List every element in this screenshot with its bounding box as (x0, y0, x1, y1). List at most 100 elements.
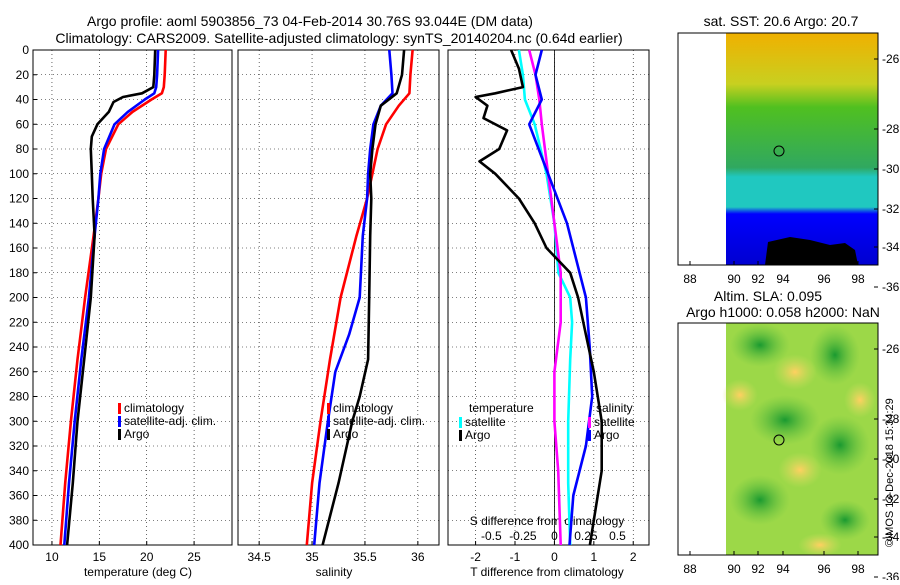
y-tick-label: 40 (16, 93, 30, 107)
s-tick-label: -0.5 (481, 529, 502, 543)
x-tick-label: 0 (551, 550, 558, 564)
y-tick-label: 200 (9, 291, 29, 305)
y-tick-label: 160 (9, 241, 29, 255)
sla-map-frame (677, 322, 879, 556)
sst-map-x-tick-label: 98 (851, 272, 865, 286)
satellite-clim-line (312, 49, 394, 546)
sla-yellow (844, 382, 876, 418)
sla-map-x-tick-label: 94 (776, 562, 790, 576)
S-satellite-diff-line (527, 49, 563, 546)
chart-marks: 10 15 20 2502040608010012014016018020022024… (9, 43, 900, 584)
T-satellite-diff-line (517, 49, 574, 546)
sla-yellow (722, 379, 758, 411)
temp-legend-swatch (118, 403, 121, 414)
sst-map-x-tick-label: 90 (727, 272, 741, 286)
x-tick-label: -2 (470, 550, 481, 564)
diff-legend-header-s: salinity (596, 401, 633, 415)
y-tick-label: 80 (16, 142, 30, 156)
sst-map-x-tick-label: 88 (683, 272, 697, 286)
argo-line (65, 49, 157, 546)
sst-map-black-patch (765, 237, 858, 265)
x-tick-label: 15 (93, 550, 107, 564)
sla-map-title-1: Altim. SLA: 0.095 (714, 288, 822, 304)
sst-argo-marker (773, 145, 785, 157)
y-tick-label: 220 (9, 315, 29, 329)
diff-legend-s-swatch (588, 430, 591, 441)
sla-map-y-tick-label: -34 (882, 530, 900, 544)
x-tick-label: 35 (305, 550, 319, 564)
temp-legend-label: Argo (124, 427, 150, 441)
sal-legend-label: climatology (333, 401, 393, 415)
sla-map-y-tick-label: -26 (882, 342, 900, 356)
salinity-xlabel: salinity (316, 565, 353, 579)
x-tick-label: 2 (630, 550, 637, 564)
x-tick-label: -1 (510, 550, 521, 564)
sla-map-x-tick-label: 92 (751, 562, 765, 576)
sla-argo-marker (773, 434, 785, 446)
y-tick-label: 300 (9, 414, 29, 428)
x-tick-label: 10 (45, 550, 59, 564)
sst-map-x-tick-label: 96 (817, 272, 831, 286)
x-tick-label: 1 (590, 550, 597, 564)
sla-blob (820, 500, 870, 540)
y-tick-label: 260 (9, 365, 29, 379)
diff-legend-t-label: satellite (465, 415, 506, 429)
diff-legend-s-label: Argo (594, 428, 620, 442)
y-tick-label: 240 (9, 340, 29, 354)
y-tick-label: 400 (9, 538, 29, 552)
y-tick-label: 60 (16, 117, 30, 131)
sst-map-y-tick-label: -26 (882, 52, 900, 66)
y-tick-label: 340 (9, 464, 29, 478)
y-tick-label: 140 (9, 216, 29, 230)
y-tick-label: 380 (9, 513, 29, 527)
sst-map-y-tick-label: -30 (882, 162, 900, 176)
sla-blob (810, 415, 870, 475)
temp-legend-label: satellite-adj. clim. (124, 414, 216, 428)
sst-map-title: sat. SST: 20.6 Argo: 20.7 (704, 13, 859, 29)
sla-yellow (778, 452, 822, 488)
diff-legend-t-label: Argo (465, 428, 491, 442)
x-tick-label: 35.5 (353, 550, 377, 564)
temp-legend-swatch (118, 416, 121, 427)
sal-legend-swatch (327, 403, 330, 414)
x-tick-label: 20 (140, 550, 154, 564)
sla-blob (810, 325, 860, 385)
y-tick-label: 100 (9, 167, 29, 181)
temp-legend-swatch (118, 429, 121, 440)
diff-legend-header-t: temperature (469, 401, 534, 415)
title-line-1: Argo profile: aoml 5903856_73 04-Feb-201… (87, 13, 533, 29)
diff-legend-t-swatch (459, 417, 462, 428)
title-line-2: Climatology: CARS2009. Satellite-adjuste… (55, 30, 622, 46)
climatology-line (59, 49, 167, 546)
sla-map-panel: Altim. SLA: 0.095 Argo h1000: 0.058 h200… (677, 288, 880, 557)
sla-blob (730, 323, 790, 367)
s-tick-label: 0 (551, 529, 558, 543)
sal-legend-swatch (327, 416, 330, 427)
sla-yellow (798, 533, 842, 557)
T-argo-diff-line (474, 49, 604, 546)
y-tick-label: 280 (9, 390, 29, 404)
x-tick-label: 34.5 (247, 550, 271, 564)
sla-map-x-tick-label: 88 (683, 562, 697, 576)
diff-legend-s-swatch (588, 417, 591, 428)
sal-legend-swatch (327, 429, 330, 440)
difference-s-label: S difference from climatology (470, 514, 625, 528)
sst-map-panel: sat. SST: 20.6 Argo: 20.7 (677, 13, 879, 266)
sla-blob (730, 475, 790, 525)
difference-panel: T difference from climatology S differen… (447, 49, 650, 579)
argo-line (321, 49, 406, 546)
s-tick-label: 0.5 (609, 529, 626, 543)
sla-map-x-tick-label: 98 (851, 562, 865, 576)
sla-map-x-tick-label: 90 (727, 562, 741, 576)
y-tick-label: 360 (9, 489, 29, 503)
diff-legend-t-swatch (459, 430, 462, 441)
sla-map-x-tick-label: 96 (817, 562, 831, 576)
sla-map-y-tick-label: -30 (882, 452, 900, 466)
diff-legend-s-label: satellite (594, 415, 635, 429)
sla-map-y-tick-label: -36 (882, 570, 900, 580)
temperature-xlabel: temperature (deg C) (84, 565, 192, 579)
sst-map-heatmap (726, 33, 878, 265)
temp-legend-label: climatology (124, 401, 184, 415)
s-tick-label: 0.25 (574, 529, 598, 543)
